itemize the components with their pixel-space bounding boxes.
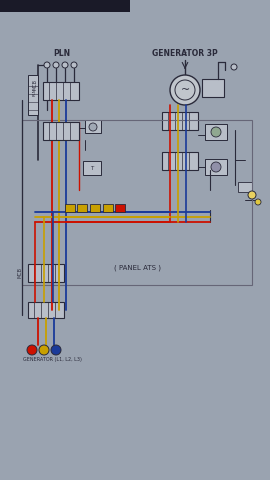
Text: ( PANEL ATS ): ( PANEL ATS ) [114, 265, 161, 271]
Bar [77, 204, 87, 212]
Bar [85, 120, 101, 133]
Bar [202, 79, 224, 97]
Circle shape [27, 345, 37, 355]
Circle shape [248, 191, 256, 199]
Text: T: T [184, 52, 187, 58]
Text: GENERATOR (L1, L2, L3): GENERATOR (L1, L2, L3) [23, 358, 82, 362]
Bar [28, 264, 64, 282]
Circle shape [231, 64, 237, 70]
Circle shape [53, 62, 59, 68]
Text: ~: ~ [180, 85, 190, 95]
Bar [43, 82, 79, 100]
Circle shape [89, 123, 97, 131]
Circle shape [39, 345, 49, 355]
Bar [28, 302, 64, 318]
Circle shape [51, 345, 61, 355]
Circle shape [71, 62, 77, 68]
Bar [83, 161, 101, 175]
Bar [115, 204, 125, 212]
Bar [162, 112, 198, 130]
Circle shape [44, 62, 50, 68]
Circle shape [255, 199, 261, 205]
Bar [162, 152, 198, 170]
Text: PLN: PLN [53, 48, 70, 58]
Text: MCB: MCB [32, 80, 38, 91]
Circle shape [211, 162, 221, 172]
Text: T: T [90, 166, 94, 170]
Circle shape [62, 62, 68, 68]
Text: MCB: MCB [18, 267, 22, 278]
Bar [205, 159, 227, 175]
Circle shape [211, 127, 221, 137]
Bar [0, 0, 130, 12]
Bar [65, 204, 75, 212]
Bar [103, 204, 113, 212]
Bar [205, 124, 227, 140]
Bar [43, 122, 79, 140]
Text: PLN: PLN [33, 88, 37, 96]
Bar [28, 75, 38, 115]
Circle shape [170, 75, 200, 105]
Bar [22, 120, 252, 285]
Text: GENERATOR 3P: GENERATOR 3P [152, 48, 218, 58]
Bar [90, 204, 100, 212]
Bar [238, 182, 252, 192]
